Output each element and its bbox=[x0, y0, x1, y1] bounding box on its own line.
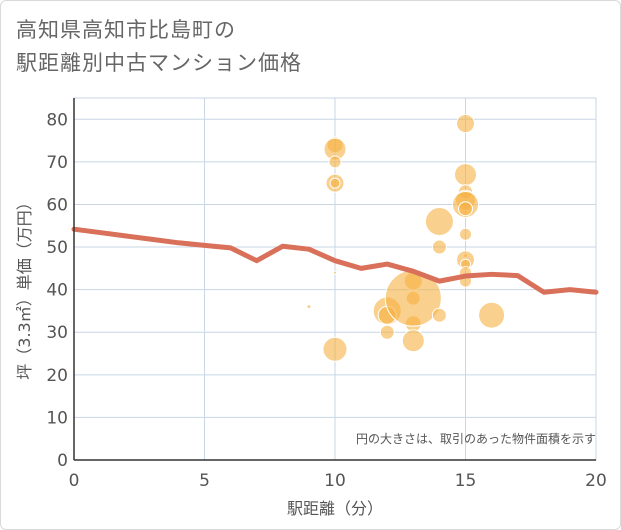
chart-title-line-2: 駅距離別中古マンション価格 bbox=[16, 51, 302, 75]
axes bbox=[73, 98, 596, 461]
bubble-point bbox=[431, 307, 447, 323]
x-tick-label: 0 bbox=[69, 471, 80, 491]
x-tick-label: 15 bbox=[455, 471, 477, 491]
bubble-point bbox=[333, 270, 337, 275]
bubble-point bbox=[424, 207, 454, 237]
x-tick-label: 20 bbox=[585, 471, 607, 491]
y-axis-label: 坪（3.3㎡）単価（万円） bbox=[15, 194, 34, 379]
y-tick-label: 80 bbox=[46, 110, 68, 130]
size-note: 円の大きさは、取引のあった物件面積を示す bbox=[356, 431, 596, 446]
bubble-point bbox=[401, 329, 425, 353]
bubble-point bbox=[478, 301, 506, 329]
bubble-point bbox=[454, 163, 477, 187]
y-tick-label: 20 bbox=[46, 366, 68, 386]
x-tick-label: 10 bbox=[324, 471, 346, 491]
tick-labels: 0 5 10 15 20 0 10 20 30 40 50 60 70 80 bbox=[46, 110, 606, 491]
y-tick-label: 30 bbox=[46, 323, 68, 343]
y-tick-label: 70 bbox=[46, 153, 68, 173]
y-tick-label: 60 bbox=[46, 195, 68, 215]
bubble-point bbox=[458, 201, 473, 217]
bubble-point bbox=[329, 177, 341, 189]
y-tick-label: 50 bbox=[46, 238, 68, 258]
bubble-point bbox=[322, 336, 348, 362]
bubble-point bbox=[459, 227, 472, 241]
trend-line bbox=[71, 226, 599, 295]
bubble-point bbox=[379, 324, 395, 340]
bubbles bbox=[306, 114, 506, 362]
y-tick-label: 40 bbox=[46, 281, 68, 301]
bubble-point bbox=[306, 304, 312, 310]
chart-title: 高知県高知市比島町の 駅距離別中古マンション価格 bbox=[16, 14, 302, 80]
y-tick-label: 0 bbox=[57, 451, 68, 471]
trend-line-group bbox=[71, 226, 599, 295]
y-tick-label: 10 bbox=[46, 408, 68, 428]
bubble-point bbox=[456, 114, 475, 134]
bubble-point bbox=[328, 155, 342, 169]
x-tick-label: 5 bbox=[199, 471, 210, 491]
bubble-point bbox=[431, 239, 447, 255]
x-axis-label: 駅距離（分） bbox=[287, 499, 383, 518]
chart-title-line-1: 高知県高知市比島町の bbox=[16, 18, 236, 42]
